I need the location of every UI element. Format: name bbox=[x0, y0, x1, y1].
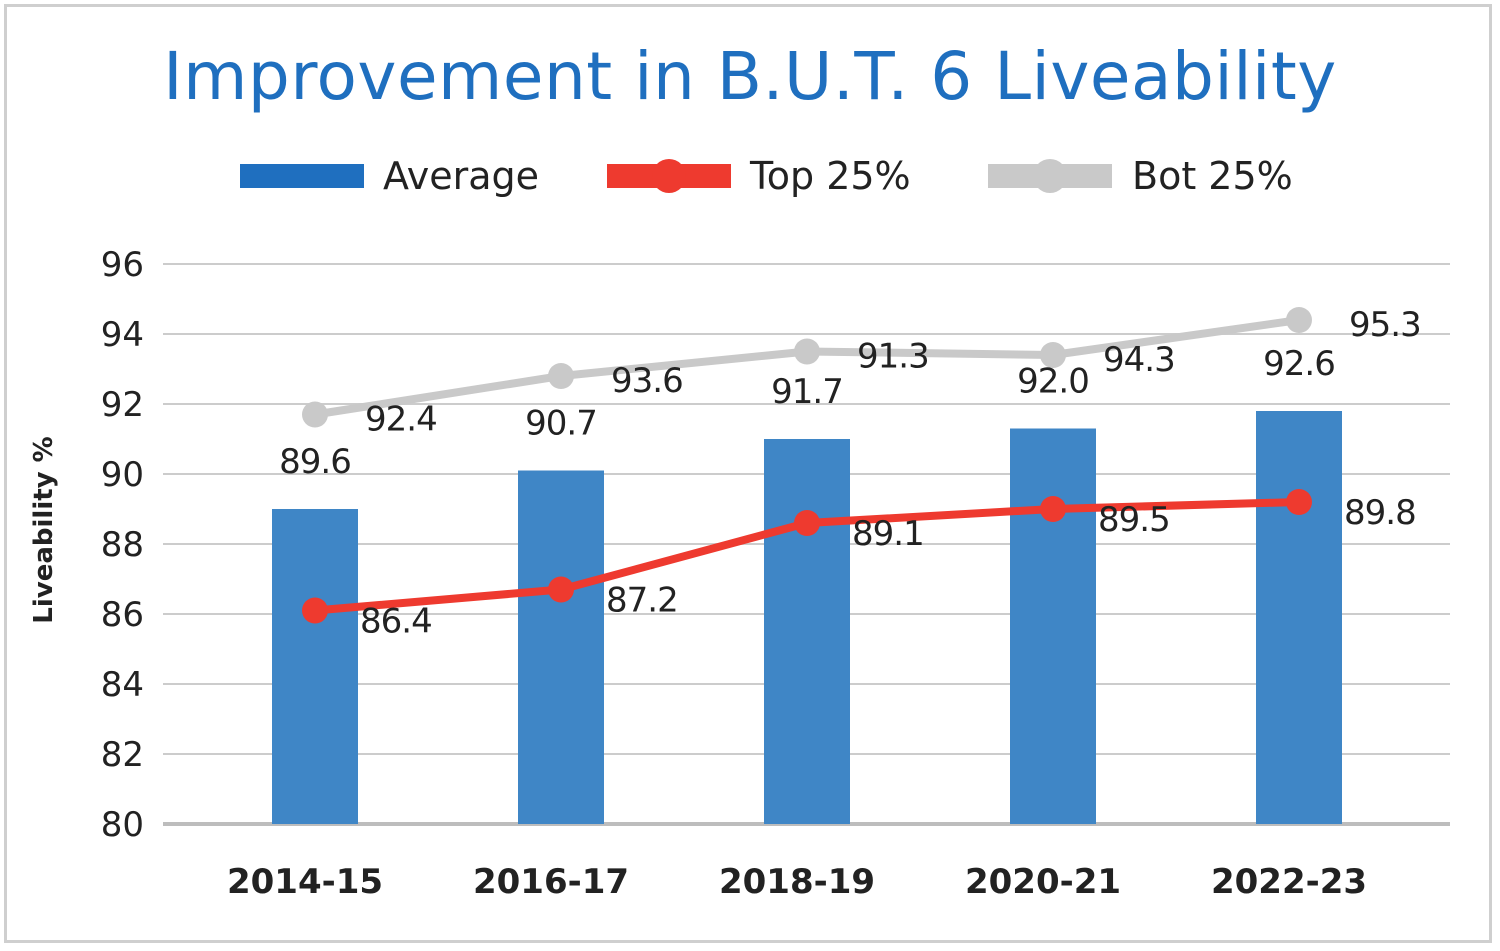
series-lines bbox=[302, 307, 1312, 624]
y-tick-label: 96 bbox=[101, 245, 144, 285]
legend-label-top-25-: Top 25% bbox=[749, 154, 911, 198]
point-bot-25- bbox=[1286, 307, 1312, 333]
data-label-top-25: 89.5 bbox=[1098, 500, 1170, 540]
y-tick-label: 86 bbox=[101, 595, 144, 635]
point-top-25- bbox=[1286, 489, 1312, 515]
bar-average bbox=[1256, 411, 1342, 824]
x-tick-labels: 2014-15 2016-17 2018-19 2020-21 2022-23 bbox=[227, 862, 1367, 902]
y-tick-label: 90 bbox=[101, 455, 144, 495]
x-tick-label: 2022-23 bbox=[1211, 862, 1367, 902]
point-top-25- bbox=[794, 510, 820, 536]
bar-average bbox=[272, 509, 358, 824]
legend: Average Top 25% Bot 25% bbox=[240, 154, 1293, 198]
data-label-bot-25: 95.3 bbox=[1349, 305, 1421, 345]
y-tick-label: 88 bbox=[101, 525, 144, 565]
y-tick-label: 80 bbox=[101, 805, 144, 845]
chart-title: Improvement in B.U.T. 6 Liveability bbox=[163, 38, 1337, 115]
bar-average bbox=[764, 439, 850, 824]
y-tick-label: 82 bbox=[101, 735, 144, 775]
y-tick-label: 92 bbox=[101, 385, 144, 425]
data-label-average: 90.7 bbox=[525, 404, 597, 444]
x-tick-label: 2020-21 bbox=[965, 862, 1121, 902]
data-label-top-25: 89.1 bbox=[852, 514, 924, 554]
y-tick-label: 84 bbox=[101, 665, 144, 705]
x-tick-label: 2014-15 bbox=[227, 862, 383, 902]
legend-label-average: Average bbox=[383, 154, 539, 198]
bar-average bbox=[1010, 428, 1096, 824]
point-top-25- bbox=[302, 597, 328, 624]
bars-average bbox=[272, 411, 1342, 824]
data-label-average: 92.6 bbox=[1263, 344, 1335, 384]
point-bot-25- bbox=[794, 338, 820, 365]
legend-swatch-average bbox=[240, 164, 364, 188]
data-label-bot-25: 93.6 bbox=[611, 361, 683, 401]
point-bot-25- bbox=[548, 363, 574, 389]
data-label-bot-25: 94.3 bbox=[1103, 340, 1175, 380]
point-top-25- bbox=[548, 576, 574, 603]
data-label-top-25: 86.4 bbox=[360, 602, 432, 642]
data-label-average: 89.6 bbox=[279, 442, 351, 482]
legend-label-bot-25-: Bot 25% bbox=[1132, 154, 1293, 198]
legend-marker-top-25- bbox=[652, 159, 686, 193]
x-tick-label: 2016-17 bbox=[473, 862, 629, 902]
data-labels: 89.6 90.7 91.7 92.0 92.6 86.4 87.2 89.1 89.5 89.8… bbox=[279, 305, 1422, 642]
data-label-top-25: 89.8 bbox=[1344, 493, 1416, 533]
point-bot-25- bbox=[302, 401, 328, 428]
data-label-average: 91.7 bbox=[771, 372, 843, 412]
point-bot-25- bbox=[1040, 342, 1066, 368]
bar-average bbox=[518, 470, 604, 824]
y-tick-labels: 80 82 84 86 88 90 92 94 96 bbox=[101, 245, 144, 845]
x-tick-label: 2018-19 bbox=[719, 862, 875, 902]
y-tick-label: 94 bbox=[101, 315, 144, 355]
point-top-25- bbox=[1040, 496, 1066, 522]
data-label-bot-25: 92.4 bbox=[365, 400, 437, 440]
data-label-top-25: 87.2 bbox=[606, 581, 678, 621]
data-label-bot-25: 91.3 bbox=[857, 337, 929, 377]
legend-marker-bot-25- bbox=[1033, 159, 1067, 193]
data-label-average: 92.0 bbox=[1017, 362, 1089, 402]
